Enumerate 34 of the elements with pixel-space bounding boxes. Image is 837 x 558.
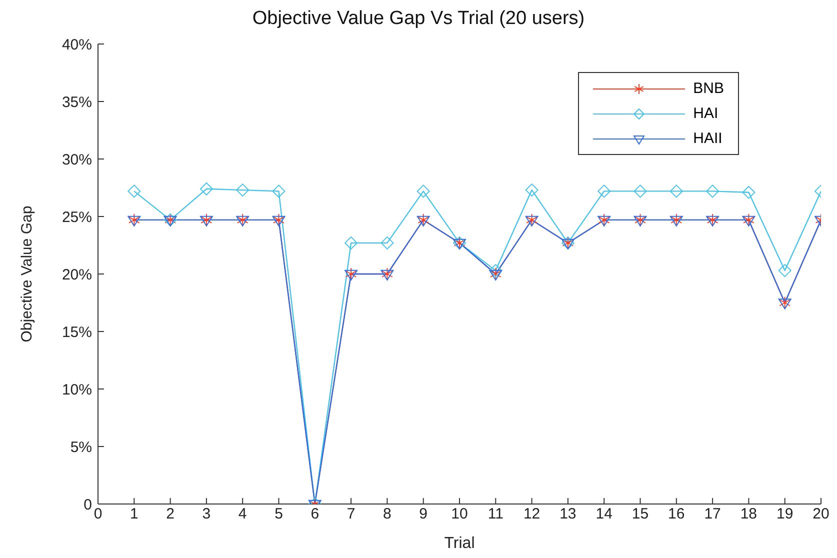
x-tick-label: 8 [383,506,392,523]
y-tick-label: 40% [62,36,92,54]
y-tick-label: 15% [62,324,92,341]
x-tick-label: 10 [451,506,468,523]
x-tick-label: 11 [488,506,504,523]
x-tick-label: 18 [740,506,758,523]
x-tick-label: 12 [523,506,540,523]
x-tick-label: 2 [166,506,174,523]
x-tick-label: 15 [632,506,649,523]
x-tick-label: 7 [346,506,356,523]
y-tick-label: 30% [62,151,92,168]
y-tick-label: 5% [70,438,92,456]
x-tick-label: 3 [202,506,211,523]
y-tick-label: 10% [62,381,92,398]
x-tick-label: 1 [130,506,138,523]
x-tick-label: 13 [560,506,576,523]
x-tick-label: 9 [419,506,428,523]
x-tick-label: 4 [238,506,247,523]
x-tick-label: 17 [704,506,721,523]
y-tick-label: 25% [62,208,92,226]
x-tick-label: 19 [776,506,794,523]
chart-title: Objective Value Gap Vs Trial (20 users) [251,8,586,31]
legend-label: HAI [693,105,718,122]
y-axis-title: Objective Value Gap [18,206,36,342]
y-tick-label: 20% [62,266,92,284]
x-tick-label: 16 [668,506,685,523]
x-axis-title: Trial [444,535,475,552]
legend-label: HAII [693,130,722,147]
x-tick-label: 5 [274,506,283,523]
x-tick-label: 14 [596,506,612,523]
y-tick-label: 35% [62,94,92,111]
legend-label: BNB [693,80,724,97]
x-tick-label: 20 [812,506,830,523]
x-tick-label: 6 [310,506,320,523]
